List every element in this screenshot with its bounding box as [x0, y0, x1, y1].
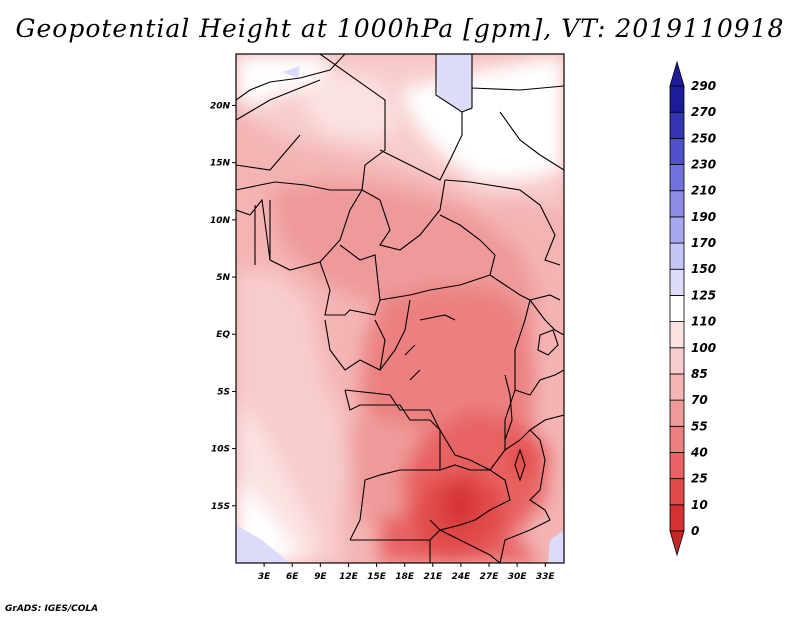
y-tick-label-0: 20N	[210, 101, 231, 111]
border-libya-egypt	[379, 54, 463, 181]
y-axis: 20N 15N 10N 5N EQ 5S 10S 15S	[210, 101, 236, 512]
y-tick-label-1: 15N	[210, 159, 231, 169]
border-drc	[344, 299, 531, 471]
colorbar-label-14: 230	[691, 158, 716, 172]
colorbar-label-3: 40	[690, 445, 708, 459]
x-tick-label-9: 30E	[508, 572, 528, 582]
border-mali-niger	[236, 79, 321, 171]
border-namibia-botswana	[350, 529, 501, 563]
border-niger-chad	[319, 54, 386, 201]
colorbar-label-10: 150	[691, 262, 716, 276]
colorbar-box-14	[669, 137, 685, 165]
x-tick-label-4: 15E	[367, 572, 387, 582]
border-gabon-congo	[324, 319, 386, 371]
plot-frame	[235, 53, 565, 564]
field-south-atlantic-150	[236, 525, 290, 563]
colorbar-box-8	[669, 295, 685, 322]
y-tick-label-7: 15S	[211, 502, 230, 512]
colorbar-box-6	[669, 347, 685, 375]
x-tick-label-6: 21E	[423, 572, 443, 582]
grads-credit: GrADS: IGES/COLA	[5, 604, 99, 614]
border-sudan-ethiopia	[444, 179, 561, 266]
colorbar-box-4	[669, 399, 685, 427]
border-angola	[344, 389, 441, 541]
colorbar-label-4: 55	[691, 419, 708, 433]
coastline-north	[236, 54, 346, 101]
y-tick-label-6: 10S	[211, 445, 230, 455]
field-zambezi-10	[444, 483, 476, 527]
colorbar-box-13	[669, 164, 685, 192]
x-tick-label-5: 18E	[395, 572, 415, 582]
x-tick-label-2: 9E	[314, 572, 327, 582]
y-tick-label-3: 5N	[216, 273, 230, 283]
colorbar-box-16	[669, 85, 685, 113]
colorbar-label-17: 290	[691, 79, 716, 93]
border-mozambique	[499, 429, 551, 563]
lake-malawi	[514, 448, 526, 482]
colorbar-label-1: 10	[691, 498, 708, 512]
colorbar-label-9: 125	[691, 288, 716, 302]
field-libya-110	[300, 70, 400, 140]
lake-victoria	[537, 329, 559, 356]
colorbar-label-0: 0	[691, 524, 699, 538]
lake-tanganyika	[504, 374, 513, 441]
colorbar-label-5: 70	[691, 393, 708, 407]
country-borders	[236, 54, 564, 563]
coastline-egypt	[461, 54, 564, 113]
field-libya-150	[436, 54, 472, 110]
y-tick-label-5: 5S	[217, 387, 230, 397]
congo-river	[404, 314, 456, 381]
colorbar-max-triangle	[669, 60, 685, 87]
x-tick-label-3: 12E	[339, 572, 359, 582]
x-tick-label-8: 27E	[480, 572, 500, 582]
field-mozambique-150	[548, 530, 564, 563]
border-east-africa	[514, 299, 564, 431]
colorbar-label-16: 270	[691, 105, 716, 119]
colorbar-label-8: 110	[691, 315, 716, 329]
field-mediterranean-125	[236, 54, 330, 105]
geopotential-field	[236, 54, 564, 563]
chart-title: Geopotential Height at 1000hPa [gpm], VT…	[15, 14, 785, 43]
colorbar-box-11	[669, 216, 685, 244]
border-cameroon	[319, 261, 381, 316]
field-mediterranean-150	[282, 66, 300, 78]
red-sea	[499, 111, 564, 171]
colorbar-box-1	[669, 478, 685, 506]
x-tick-label-10: 33E	[536, 572, 556, 582]
colorbar-box-15	[669, 111, 685, 139]
border-chad-sudan	[379, 179, 446, 251]
colorbar-box-5	[669, 373, 685, 401]
colorbar-label-15: 250	[691, 131, 716, 145]
colorbar-label-13: 210	[691, 184, 716, 198]
colorbar-label-2: 25	[691, 472, 708, 486]
colorbar-box-10	[669, 242, 685, 270]
colorbar-box-7	[669, 321, 685, 349]
colorbar-box-2	[669, 452, 685, 480]
border-sahel-1	[236, 181, 362, 191]
colorbar-box-12	[669, 190, 685, 218]
y-tick-label-2: 10N	[210, 216, 231, 226]
x-tick-label-0: 3E	[258, 572, 271, 582]
x-axis: 3E 6E 9E 12E 15E 18E 21E 24E 27E 30E 33E	[258, 563, 556, 582]
colorbar-min-triangle	[669, 530, 685, 557]
colorbar-label-11: 170	[691, 236, 716, 250]
x-tick-label-1: 6E	[286, 572, 299, 582]
colorbar-label-12: 190	[691, 210, 716, 224]
colorbar-box-0	[669, 504, 685, 532]
field-lake-malawi-low	[510, 442, 530, 478]
colorbar-box-9	[669, 268, 685, 296]
colorbar-label-6: 85	[691, 367, 708, 381]
y-tick-label-4: EQ	[216, 330, 230, 340]
border-benin-togo	[236, 198, 271, 265]
colorbar: 0 10 25 40 55 70 85 100 110 125 150 170 190 210 230 250…	[669, 60, 716, 557]
x-tick-label-7: 24E	[452, 572, 472, 582]
border-car	[339, 214, 496, 301]
colorbar-box-3	[669, 425, 685, 453]
border-zambia	[429, 464, 511, 531]
colorbar-label-7: 100	[691, 341, 716, 355]
